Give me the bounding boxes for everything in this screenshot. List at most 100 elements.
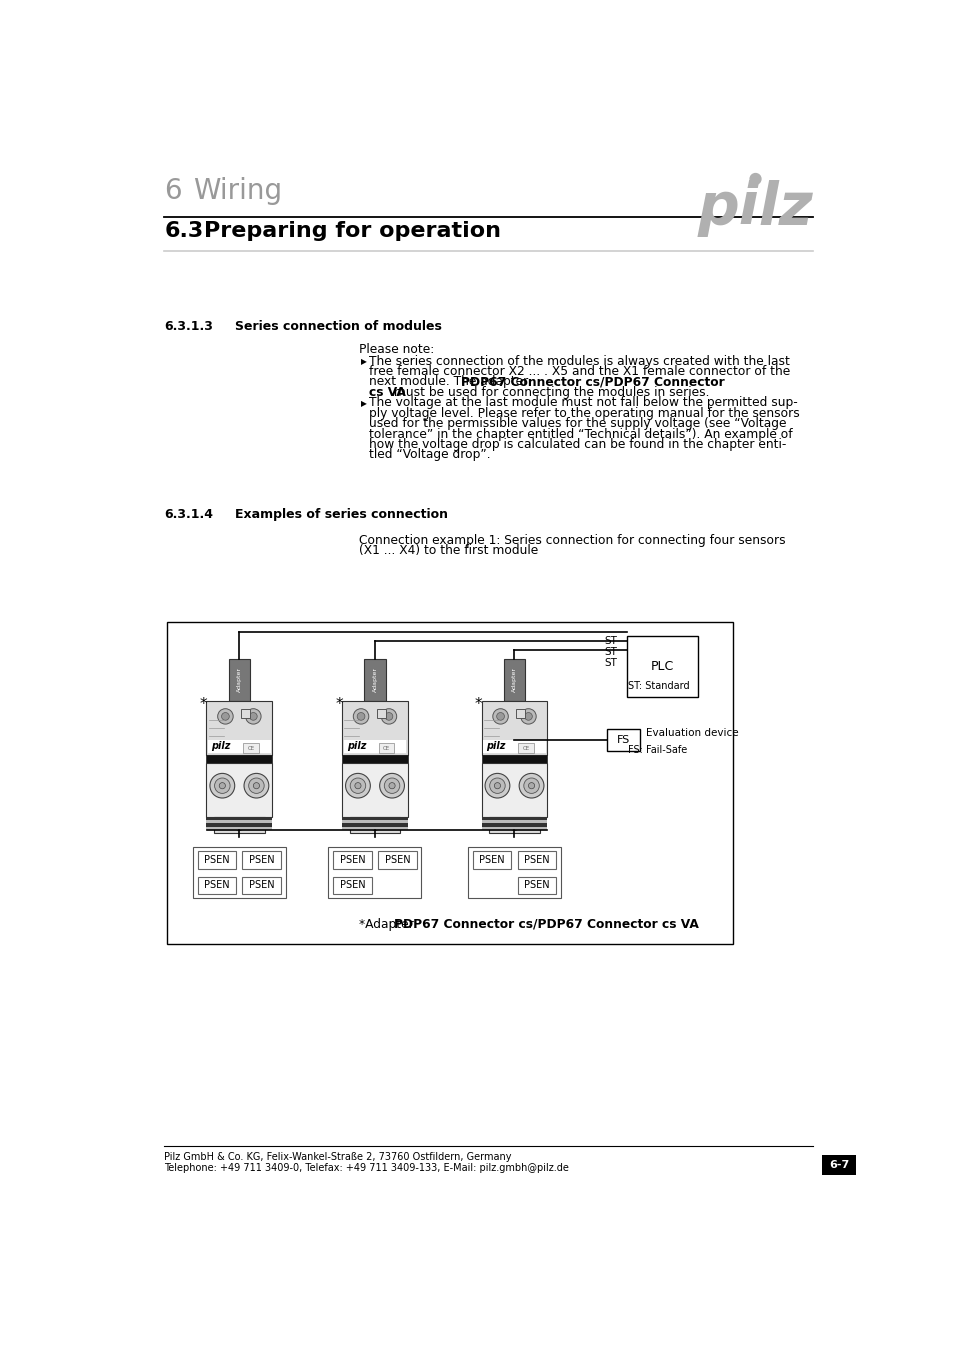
Circle shape xyxy=(381,709,396,724)
Bar xyxy=(517,850,556,869)
Text: Connection example 1: Series connection for connecting four sensors: Connection example 1: Series connection … xyxy=(359,533,785,547)
Text: PSEN: PSEN xyxy=(339,855,365,865)
Text: The voltage at the last module must not fall below the permitted sup-: The voltage at the last module must not … xyxy=(369,397,797,409)
Text: PLC: PLC xyxy=(650,660,674,672)
Circle shape xyxy=(219,783,225,788)
Text: CE: CE xyxy=(383,747,390,751)
Circle shape xyxy=(233,819,245,830)
Text: PDP67 Connector cs/PDP67 Connector cs VA: PDP67 Connector cs/PDP67 Connector cs VA xyxy=(394,918,699,930)
Circle shape xyxy=(253,783,259,788)
Text: (X1 ... X4) to the first module: (X1 ... X4) to the first module xyxy=(359,544,538,558)
Circle shape xyxy=(214,778,230,794)
Text: Adapter: Adapter xyxy=(236,667,242,693)
Bar xyxy=(328,848,421,898)
Circle shape xyxy=(379,774,404,798)
Circle shape xyxy=(244,774,269,798)
Text: ST: Standard: ST: Standard xyxy=(628,680,689,691)
Bar xyxy=(481,824,547,826)
Circle shape xyxy=(221,713,229,721)
Circle shape xyxy=(489,778,505,794)
Text: Preparing for operation: Preparing for operation xyxy=(204,221,501,242)
Bar xyxy=(517,743,534,753)
Text: Series connection of modules: Series connection of modules xyxy=(235,320,442,333)
Text: PSEN: PSEN xyxy=(384,855,410,865)
Bar xyxy=(364,659,385,701)
Text: free female connector X2 ... . X5 and the X1 female connector of the: free female connector X2 ... . X5 and th… xyxy=(369,364,789,378)
Text: The series connection of the modules is always created with the last: The series connection of the modules is … xyxy=(369,355,789,367)
Text: Please note:: Please note: xyxy=(359,343,435,356)
Circle shape xyxy=(369,819,380,830)
Circle shape xyxy=(518,774,543,798)
Bar xyxy=(482,740,545,753)
Bar xyxy=(481,755,547,763)
Bar xyxy=(333,850,372,869)
Bar xyxy=(342,824,408,826)
Text: next module. The adapter: next module. The adapter xyxy=(369,375,532,389)
Circle shape xyxy=(389,783,395,788)
Text: pilz: pilz xyxy=(346,741,366,751)
Text: PSEN: PSEN xyxy=(523,855,549,865)
Text: PSEN: PSEN xyxy=(478,855,504,865)
Text: *: * xyxy=(475,698,482,713)
Circle shape xyxy=(356,713,365,721)
Bar xyxy=(167,622,732,944)
Bar xyxy=(342,826,408,830)
Bar xyxy=(242,850,281,869)
Text: *: * xyxy=(335,698,343,713)
Text: ST: ST xyxy=(604,636,617,645)
Circle shape xyxy=(355,783,360,788)
Bar xyxy=(481,701,547,755)
Text: pilz: pilz xyxy=(697,180,812,236)
Circle shape xyxy=(493,709,508,724)
Text: 6-7: 6-7 xyxy=(828,1160,848,1170)
Text: ▶: ▶ xyxy=(360,400,367,409)
Text: Adapter: Adapter xyxy=(372,667,377,693)
Bar xyxy=(206,755,272,763)
Circle shape xyxy=(494,783,500,788)
Text: pilz: pilz xyxy=(211,741,231,751)
Bar xyxy=(607,729,639,751)
Circle shape xyxy=(345,774,370,798)
Bar xyxy=(350,817,399,833)
Bar xyxy=(241,709,250,718)
Text: PSEN: PSEN xyxy=(204,855,230,865)
Circle shape xyxy=(385,713,393,721)
Circle shape xyxy=(353,709,369,724)
Bar xyxy=(377,850,416,869)
Text: tolerance” in the chapter entitled “Technical details”). An example of: tolerance” in the chapter entitled “Tech… xyxy=(369,428,792,440)
Bar xyxy=(197,876,236,894)
Circle shape xyxy=(249,713,257,721)
Bar xyxy=(333,876,372,894)
Text: tled “Voltage drop”.: tled “Voltage drop”. xyxy=(369,448,490,462)
Circle shape xyxy=(350,778,365,794)
Bar xyxy=(343,740,406,753)
Circle shape xyxy=(210,774,234,798)
Text: *: * xyxy=(200,698,208,713)
Bar xyxy=(342,755,408,763)
Bar xyxy=(626,636,698,697)
Circle shape xyxy=(528,783,534,788)
Bar xyxy=(197,850,236,869)
Bar xyxy=(206,701,272,755)
Bar xyxy=(193,848,286,898)
Text: ▶: ▶ xyxy=(360,358,367,366)
Circle shape xyxy=(749,174,760,185)
Text: pilz: pilz xyxy=(486,741,505,751)
Text: 6.3.1.3: 6.3.1.3 xyxy=(164,320,213,333)
Bar xyxy=(229,659,250,701)
Text: how the voltage drop is calculated can be found in the chapter enti-: how the voltage drop is calculated can b… xyxy=(369,437,785,451)
Bar xyxy=(206,824,272,826)
Circle shape xyxy=(484,774,509,798)
Text: PSEN: PSEN xyxy=(249,880,274,891)
Bar xyxy=(481,826,547,830)
Text: ply voltage level. Please refer to the operating manual for the sensors: ply voltage level. Please refer to the o… xyxy=(369,406,799,420)
Circle shape xyxy=(217,709,233,724)
Text: CE: CE xyxy=(247,747,254,751)
Text: cs VA: cs VA xyxy=(369,386,405,398)
Circle shape xyxy=(245,709,261,724)
Text: PSEN: PSEN xyxy=(204,880,230,891)
Text: PSEN: PSEN xyxy=(523,880,549,891)
Bar xyxy=(206,821,272,824)
Text: Telephone: +49 711 3409-0, Telefax: +49 711 3409-133, E-Mail: pilz.gmbh@pilz.de: Telephone: +49 711 3409-0, Telefax: +49 … xyxy=(164,1164,569,1173)
Text: *Adapter:: *Adapter: xyxy=(359,918,421,930)
